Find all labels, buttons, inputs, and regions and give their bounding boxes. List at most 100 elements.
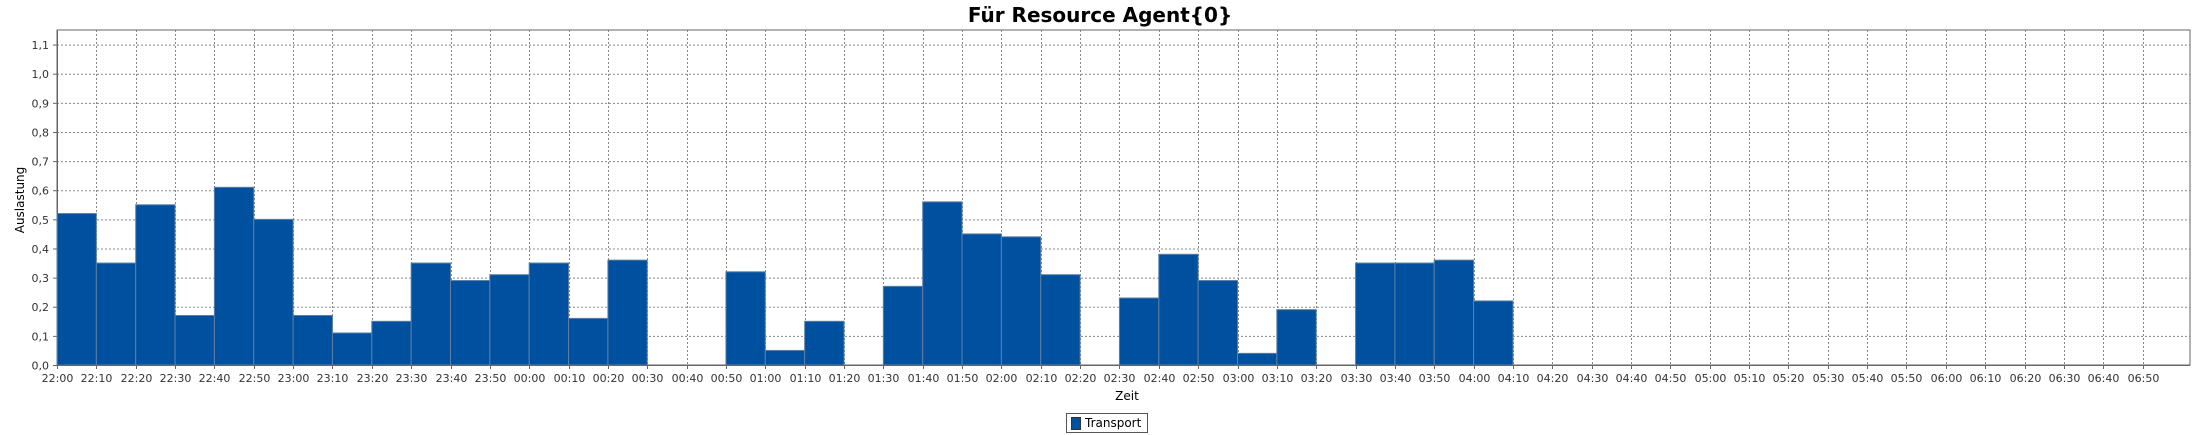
x-axis-title: Zeit xyxy=(1115,389,1139,403)
x-tick-label: 02:40 xyxy=(1144,372,1176,385)
x-tick-label: 03:10 xyxy=(1262,372,1294,385)
x-tick-label: 01:50 xyxy=(947,372,979,385)
bar-2250 xyxy=(253,218,294,366)
x-tick-label: 23:20 xyxy=(357,372,389,385)
x-tick-label: 00:40 xyxy=(672,372,704,385)
x-tick-label: 01:00 xyxy=(750,372,782,385)
x-tick-label: 01:40 xyxy=(908,372,940,385)
x-tick-label: 04:10 xyxy=(1498,372,1530,385)
x-tick-label: 22:50 xyxy=(239,372,271,385)
x-tick-label: 03:40 xyxy=(1380,372,1412,385)
x-tick-label: 23:40 xyxy=(436,372,468,385)
bar-0140 xyxy=(922,201,963,366)
x-tick-label: 02:50 xyxy=(1183,372,1215,385)
x-tick-label: 01:20 xyxy=(829,372,861,385)
x-tick-label: 06:20 xyxy=(2010,372,2042,385)
x-tick-label: 01:10 xyxy=(790,372,822,385)
x-tick-label: 04:20 xyxy=(1537,372,1569,385)
y-tick-label: 0,0 xyxy=(32,360,50,373)
x-tick-label: 01:30 xyxy=(868,372,900,385)
bars xyxy=(56,186,1514,366)
bar-0250 xyxy=(1197,280,1239,366)
x-tick-label: 00:30 xyxy=(632,372,664,385)
x-tick-label: 23:10 xyxy=(317,372,349,385)
bar-2210 xyxy=(95,262,137,366)
y-tick-label: 0,6 xyxy=(32,185,50,198)
bar-2200 xyxy=(56,213,97,366)
bar-0110 xyxy=(804,320,845,366)
legend-label-transport: Transport xyxy=(1085,416,1142,430)
x-tick-label: 02:00 xyxy=(986,372,1018,385)
x-tick-label: 06:40 xyxy=(2088,372,2120,385)
x-tick-label: 06:30 xyxy=(2049,372,2081,385)
bar-2340 xyxy=(450,280,491,366)
bar-0340 xyxy=(1394,262,1435,366)
x-tick-label: 02:20 xyxy=(1065,372,1097,385)
y-tick-label: 0,2 xyxy=(32,301,50,314)
bar-0330 xyxy=(1355,262,1396,366)
bar-2300 xyxy=(292,314,333,366)
x-tick-label: 23:30 xyxy=(396,372,428,385)
x-tick-label: 22:00 xyxy=(42,372,74,385)
x-tick-label: 05:50 xyxy=(1891,372,1923,385)
x-tick-label: 05:00 xyxy=(1695,372,1727,385)
x-tick-label: 02:10 xyxy=(1026,372,1058,385)
x-tick-label: 04:40 xyxy=(1616,372,1648,385)
x-tick-label: 05:10 xyxy=(1734,372,1766,385)
bar-0130 xyxy=(882,285,924,366)
bar-0210 xyxy=(1040,274,1081,366)
bar-0200 xyxy=(1000,236,1042,366)
bar-0350 xyxy=(1433,259,1475,366)
bar-0050 xyxy=(725,271,766,366)
x-tick-label: 22:40 xyxy=(199,372,231,385)
x-tick-label: 03:30 xyxy=(1341,372,1373,385)
y-tick-label: 0,9 xyxy=(32,97,50,110)
bar-0230 xyxy=(1118,297,1160,366)
bar-0020 xyxy=(607,259,648,366)
bar-2230 xyxy=(174,314,215,366)
x-tick-label: 00:10 xyxy=(554,372,586,385)
y-tick-label: 1,1 xyxy=(32,39,50,52)
axes: 0,0 0,1 0,2 0,3 0,4 0,5 0,6 0,7 0,8 0,9 1,0 1,1 22:0… xyxy=(32,30,2190,385)
x-tick-label: 02:30 xyxy=(1104,372,1136,385)
x-tick-label: 00:00 xyxy=(514,372,546,385)
x-tick-label: 00:20 xyxy=(593,372,625,385)
bar-0010 xyxy=(568,317,609,366)
x-tick-label: 22:30 xyxy=(160,372,192,385)
bar-0400 xyxy=(1473,300,1514,366)
chart-title: Für Resource Agent{0} xyxy=(967,3,1233,27)
bar-2240 xyxy=(213,186,255,366)
x-tick-label: 23:50 xyxy=(475,372,507,385)
x-tick-label: 22:10 xyxy=(81,372,113,385)
bar-2350 xyxy=(489,274,530,366)
x-tick-label: 04:00 xyxy=(1459,372,1491,385)
y-tick-label: 0,4 xyxy=(32,243,50,256)
x-tick-label: 03:50 xyxy=(1419,372,1451,385)
x-tick-label: 05:20 xyxy=(1773,372,1805,385)
x-tick-label: 03:00 xyxy=(1223,372,1255,385)
bar-0300 xyxy=(1237,352,1278,366)
x-tick-label: 23:00 xyxy=(278,372,310,385)
y-tick-label: 1,0 xyxy=(32,68,50,81)
legend-swatch-transport xyxy=(1071,416,1081,430)
x-tick-label: 00:50 xyxy=(711,372,743,385)
bar-2320 xyxy=(371,320,412,366)
bar-2330 xyxy=(410,262,451,366)
bar-0310 xyxy=(1276,309,1317,366)
x-tick-label: 05:30 xyxy=(1813,372,1845,385)
y-axis-title: Auslastung xyxy=(13,167,27,234)
x-tick-label: 06:50 xyxy=(2128,372,2160,385)
y-tick-label: 0,3 xyxy=(32,272,50,285)
y-tick-label: 0,7 xyxy=(32,156,50,169)
x-tick-label: 04:50 xyxy=(1655,372,1687,385)
bar-0100 xyxy=(764,349,806,366)
bar-0150 xyxy=(961,233,1002,366)
x-tick-label: 22:20 xyxy=(121,372,153,385)
y-tick-label: 0,5 xyxy=(32,214,50,227)
x-tick-label: 06:00 xyxy=(1931,372,1963,385)
x-tick-label: 05:40 xyxy=(1852,372,1884,385)
bar-0000 xyxy=(528,262,570,366)
x-tick-label: 04:30 xyxy=(1577,372,1609,385)
bar-2220 xyxy=(135,204,176,366)
